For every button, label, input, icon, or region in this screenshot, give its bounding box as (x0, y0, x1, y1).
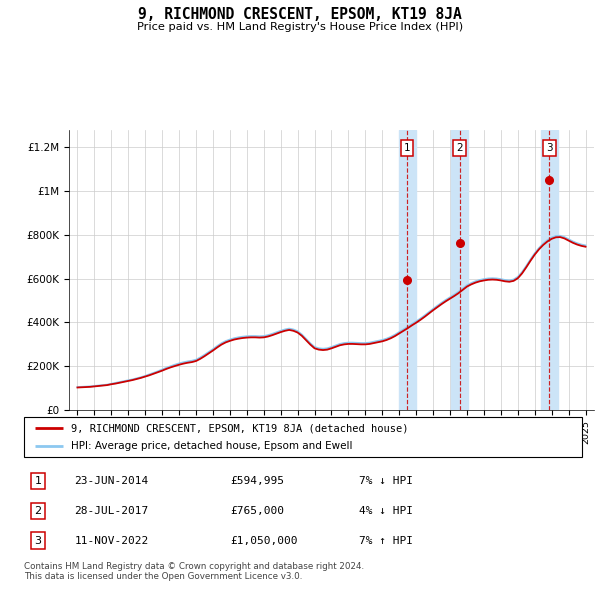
Text: 2: 2 (34, 506, 41, 516)
Text: 23-JUN-2014: 23-JUN-2014 (74, 476, 148, 486)
Text: £594,995: £594,995 (230, 476, 284, 486)
Text: 9, RICHMOND CRESCENT, EPSOM, KT19 8JA: 9, RICHMOND CRESCENT, EPSOM, KT19 8JA (138, 7, 462, 22)
Text: 7% ↓ HPI: 7% ↓ HPI (359, 476, 413, 486)
Text: £765,000: £765,000 (230, 506, 284, 516)
Text: 11-NOV-2022: 11-NOV-2022 (74, 536, 148, 546)
Text: 4% ↓ HPI: 4% ↓ HPI (359, 506, 413, 516)
Text: 1: 1 (404, 143, 410, 153)
Text: 7% ↑ HPI: 7% ↑ HPI (359, 536, 413, 546)
Text: 3: 3 (34, 536, 41, 546)
Text: 2: 2 (457, 143, 463, 153)
Text: HPI: Average price, detached house, Epsom and Ewell: HPI: Average price, detached house, Epso… (71, 441, 353, 451)
FancyBboxPatch shape (24, 417, 582, 457)
Bar (541, 130, 558, 410)
Text: 28-JUL-2017: 28-JUL-2017 (74, 506, 148, 516)
Bar (451, 130, 468, 410)
Bar (399, 130, 416, 410)
Text: Price paid vs. HM Land Registry's House Price Index (HPI): Price paid vs. HM Land Registry's House … (137, 22, 463, 32)
Text: Contains HM Land Registry data © Crown copyright and database right 2024.
This d: Contains HM Land Registry data © Crown c… (24, 562, 364, 581)
Text: 3: 3 (546, 143, 553, 153)
Text: 9, RICHMOND CRESCENT, EPSOM, KT19 8JA (detached house): 9, RICHMOND CRESCENT, EPSOM, KT19 8JA (d… (71, 424, 409, 434)
Text: £1,050,000: £1,050,000 (230, 536, 298, 546)
Text: 1: 1 (34, 476, 41, 486)
